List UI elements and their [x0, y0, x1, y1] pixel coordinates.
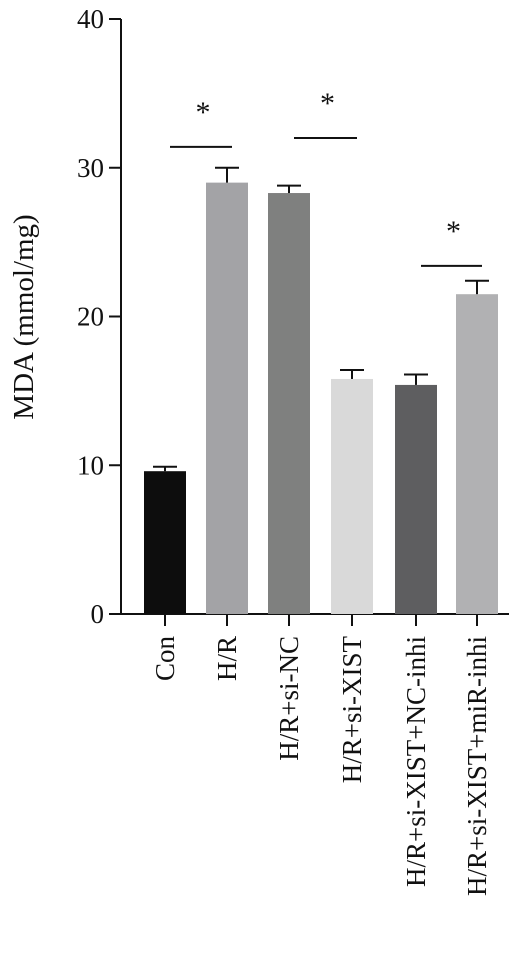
x-tick-label: H/R+si-NC: [274, 636, 304, 761]
y-tick-label: 0: [91, 599, 105, 629]
x-axis: Con H/R H/R+si-NC H/R+si-XIST H/R+si-XIST+NC…: [120, 613, 509, 896]
significance-star: *: [446, 215, 461, 248]
y-tick-label: 30: [77, 153, 104, 183]
significance-annotations: * * *: [170, 87, 482, 267]
y-tick-label: 40: [77, 4, 104, 34]
x-tick-label: H/R+si-XIST: [337, 635, 367, 783]
y-axis-label: MDA (mmol/mg): [8, 214, 40, 419]
bar: [331, 378, 373, 614]
x-tick-label: H/R: [212, 636, 242, 681]
x-tick-label: H/R+si-XIST+NC-inhi: [401, 636, 431, 887]
bar: [395, 384, 437, 614]
significance-star: *: [320, 87, 335, 120]
y-axis: 0 10 20 30 40: [77, 4, 122, 629]
significance-star: *: [196, 96, 211, 129]
bar: [268, 193, 310, 614]
bars: [144, 166, 498, 614]
x-tick-label: H/R+si-XIST+miR-inhi: [462, 636, 492, 896]
bar: [456, 294, 498, 614]
y-tick-label: 10: [77, 450, 104, 480]
bar: [206, 182, 248, 614]
bar: [144, 471, 186, 614]
y-tick-label: 20: [77, 302, 104, 332]
x-tick-label: Con: [150, 636, 180, 682]
